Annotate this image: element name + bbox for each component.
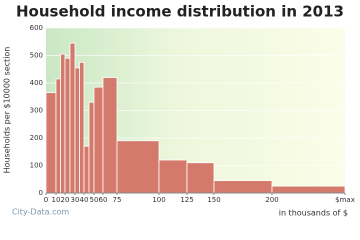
bar [116,140,160,194]
y-tick-label: 100 [30,162,43,170]
bar [69,42,76,194]
bar [213,180,273,194]
x-tick-label: $max [335,196,355,204]
y-axis-label: Households per $10000 section [3,47,12,174]
y-tick-label: 600 [30,24,43,32]
bar [60,53,66,194]
y-tick-label: 300 [30,107,43,115]
x-tick-label: 75 [113,196,122,204]
bar [74,67,80,194]
x-tick-label: 20 [61,196,70,204]
y-tick-label: 500 [30,52,43,60]
bar [93,86,104,194]
bar [83,145,90,194]
x-tick-label: 50 [90,196,99,204]
x-axis-label: in thousands of $ [279,209,348,218]
chart: Household income distribution in 2013 Ho… [3,3,355,218]
y-tick-label: 200 [30,134,43,142]
x-tick-label: 0 [44,196,48,204]
y-tick-label: 400 [30,79,43,87]
bar [102,77,118,194]
x-tick-label: 60 [99,196,108,204]
x-tick-label: 40 [80,196,89,204]
bar [55,78,61,194]
bar [88,101,95,194]
bar [271,185,346,194]
x-tick-label: 100 [152,196,165,204]
bar [64,57,71,194]
bar [79,61,85,194]
x-tick-label: 125 [180,196,193,204]
bar [186,162,215,194]
bar [158,159,188,194]
y-tick-label: 0 [39,189,43,197]
chart-title: Household income distribution in 2013 [16,3,344,21]
x-tick-label: 10 [52,196,61,204]
x-tick-label: 30 [71,196,80,204]
x-tick-label: 200 [265,196,278,204]
bar [45,92,57,194]
x-tick-label: 150 [207,196,220,204]
watermark: City-Data.com [12,208,69,217]
